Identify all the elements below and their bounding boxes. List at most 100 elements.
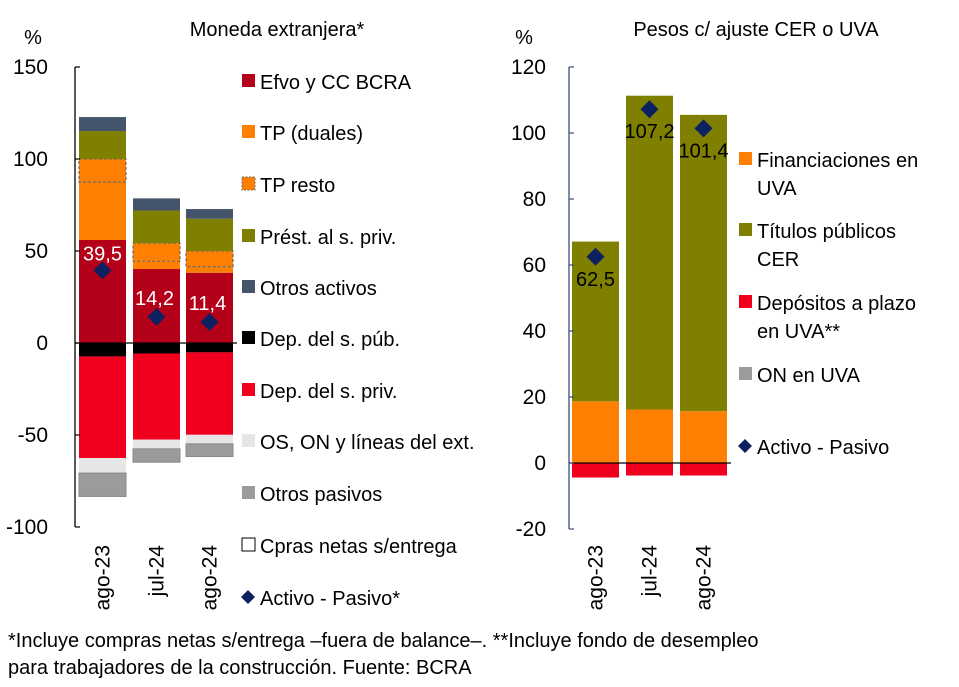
footnote: *Incluye compras netas s/entrega –fuera …: [8, 628, 958, 682]
bar-os-on-y-lineas-del-ext-jul-24: [133, 439, 180, 449]
bar-dep-del-s-pub-jul-24: [133, 343, 180, 354]
bar-tp-duales-jul-24: [133, 261, 180, 270]
legend-item-otros-pasivos: Otros pasivos: [242, 484, 382, 506]
legend-item-os-on-y-lineas-del-ext: OS, ON y líneas del ext.: [242, 432, 475, 454]
marker-activo-pasivo-jul-24: [147, 307, 166, 326]
legend-item-tp-duales: TP (duales): [242, 123, 363, 145]
y-tick-label: 60: [523, 254, 546, 277]
marker-activo-pasivo-jul-24: [640, 100, 659, 119]
y-tick-label: 50: [25, 240, 48, 263]
bar-titulos-publicos-cer-ago-23: [572, 241, 619, 402]
legend-item-on-en-uva: ON en UVA: [739, 365, 861, 387]
bar-dep-del-s-pub-ago-23: [79, 343, 126, 357]
bar-titulos-publicos-cer-jul-24: [626, 95, 673, 410]
bar-financiaciones-en-uva-ago-23: [572, 401, 619, 463]
bar-os-on-y-lineas-del-ext-ago-24: [186, 434, 233, 444]
data-label-activo-pasivo: 62,5: [576, 269, 615, 291]
right-x-tick-labels: ago-23 jul-24 ago-24: [585, 545, 716, 611]
legend-item-depositos-a-plazo-en-uva: Depósitos a plazo en UVA**: [739, 293, 916, 343]
right-legend: Financiaciones en UVA Títulos públicos CER D…: [738, 150, 918, 459]
legend-label: Dep. del s. priv.: [260, 381, 397, 403]
y-tick-label: 0: [534, 452, 546, 475]
bar-otros-pasivos-ago-24: [185, 443, 234, 458]
left-chart-foreign-currency: Moneda extranjera* % 150 100 50 0 -50 -100 39…: [6, 19, 475, 610]
legend-label: Prést. al s. priv.: [260, 227, 396, 249]
diamond-icon: [241, 590, 255, 604]
right-bars-group: [572, 95, 727, 478]
y-tick-label: -20: [516, 518, 546, 541]
legend-label: Dep. del s. púb.: [260, 329, 400, 351]
legend-label: Activo - Pasivo*: [260, 588, 400, 610]
left-bars-group: [78, 117, 234, 497]
bar-dep-del-s-priv-ago-23: [79, 356, 126, 458]
bar-otros-pasivos-ago-23: [78, 472, 127, 497]
marker-activo-pasivo-ago-24: [694, 119, 713, 138]
right-chart-cer-uva: Pesos c/ ajuste CER o UVA % 120 100 80 60 40…: [511, 19, 918, 610]
bar-prest-al-s-priv-jul-24: [133, 210, 180, 244]
legend-item-dep-del-s-pub: Dep. del s. púb.: [242, 329, 400, 351]
right-chart-title: Pesos c/ ajuste CER o UVA: [633, 19, 879, 41]
legend-label: ON en UVA: [757, 365, 861, 387]
legend-label: Títulos públicos CER: [757, 221, 896, 271]
x-tick-label: ago-24: [693, 545, 716, 611]
legend-label: Cpras netas s/entrega: [260, 536, 458, 558]
legend-label: TP (duales): [260, 123, 363, 145]
bar-otros-pasivos-jul-24: [132, 448, 181, 463]
legend-label: Otros pasivos: [260, 484, 382, 506]
left-y-unit-label: %: [24, 27, 42, 49]
marker-activo-pasivo-ago-23: [586, 247, 605, 266]
legend-item-financiaciones-en-uva: Financiaciones en UVA: [739, 150, 918, 200]
bar-prest-al-s-priv-ago-23: [79, 131, 126, 159]
legend-swatch: [242, 383, 255, 396]
y-tick-label: 40: [523, 320, 546, 343]
bar-tp-duales-ago-24: [186, 266, 233, 273]
bar-os-on-y-lineas-del-ext-ago-23: [79, 458, 126, 474]
bar-tp-resto-ago-23: [78, 158, 127, 183]
legend-label: Depósitos a plazo en UVA**: [757, 293, 916, 343]
legend-item-efvo-y-cc-bcra: Efvo y CC BCRA: [242, 72, 412, 94]
legend-swatch: [242, 331, 255, 344]
legend-swatch: [241, 176, 256, 191]
right-y-unit-label: %: [515, 27, 533, 49]
legend-label: Otros activos: [260, 278, 377, 300]
legend-swatch: [739, 223, 752, 236]
x-tick-label: ago-23: [92, 545, 115, 610]
bar-tp-duales-ago-23: [79, 182, 126, 240]
bar-efvo-y-cc-bcra-jul-24: [133, 269, 180, 343]
left-x-tick-labels: ago-23 jul-24 ago-24: [92, 545, 222, 611]
legend-swatch: [242, 280, 255, 293]
bar-dep-del-s-priv-ago-24: [186, 352, 233, 435]
legend-label: Financiaciones en UVA: [757, 150, 918, 200]
legend-label: Efvo y CC BCRA: [260, 72, 412, 94]
bar-financiaciones-en-uva-ago-24: [680, 411, 727, 463]
y-tick-label: 0: [36, 332, 48, 355]
left-markers-group: 39,5 14,2 11,4: [83, 243, 226, 332]
legend-swatch: [242, 486, 255, 499]
legend-item-titulos-publicos-cer: Títulos públicos CER: [739, 221, 896, 271]
legend-label: TP resto: [260, 175, 335, 197]
y-tick-label: 100: [511, 122, 546, 145]
legend-label: OS, ON y líneas del ext.: [260, 432, 475, 454]
x-tick-label: ago-24: [199, 545, 222, 611]
legend-swatch: [241, 537, 256, 552]
data-label-activo-pasivo: 39,5: [83, 243, 122, 265]
bar-otros-activos-ago-23: [79, 117, 126, 132]
right-y-axis: 120 100 80 60 40 20 0 -20: [511, 56, 731, 541]
y-tick-label: 120: [511, 56, 546, 79]
data-label-activo-pasivo: 14,2: [135, 288, 174, 310]
legend-swatch: [242, 74, 255, 87]
legend-item-tp-resto: TP resto: [241, 175, 335, 197]
y-tick-label: -100: [6, 516, 48, 539]
y-tick-label: 150: [13, 56, 48, 79]
bar-dep-del-s-priv-jul-24: [133, 353, 180, 440]
legend-item-prest-al-s-priv: Prést. al s. priv.: [242, 227, 396, 249]
left-chart-title: Moneda extranjera*: [190, 19, 365, 41]
legend-item-dep-del-s-priv: Dep. del s. priv.: [242, 381, 397, 403]
bar-prest-al-s-priv-ago-24: [186, 218, 233, 251]
legend-item-cpras-netas-s-entrega: Cpras netas s/entrega: [241, 536, 458, 558]
legend-swatch: [739, 295, 752, 308]
y-tick-label: 80: [523, 188, 546, 211]
left-legend: Efvo y CC BCRA TP (duales) TP resto Prést. …: [241, 72, 475, 610]
footnote-line-1: *Incluye compras netas s/entrega –fuera …: [8, 630, 759, 652]
